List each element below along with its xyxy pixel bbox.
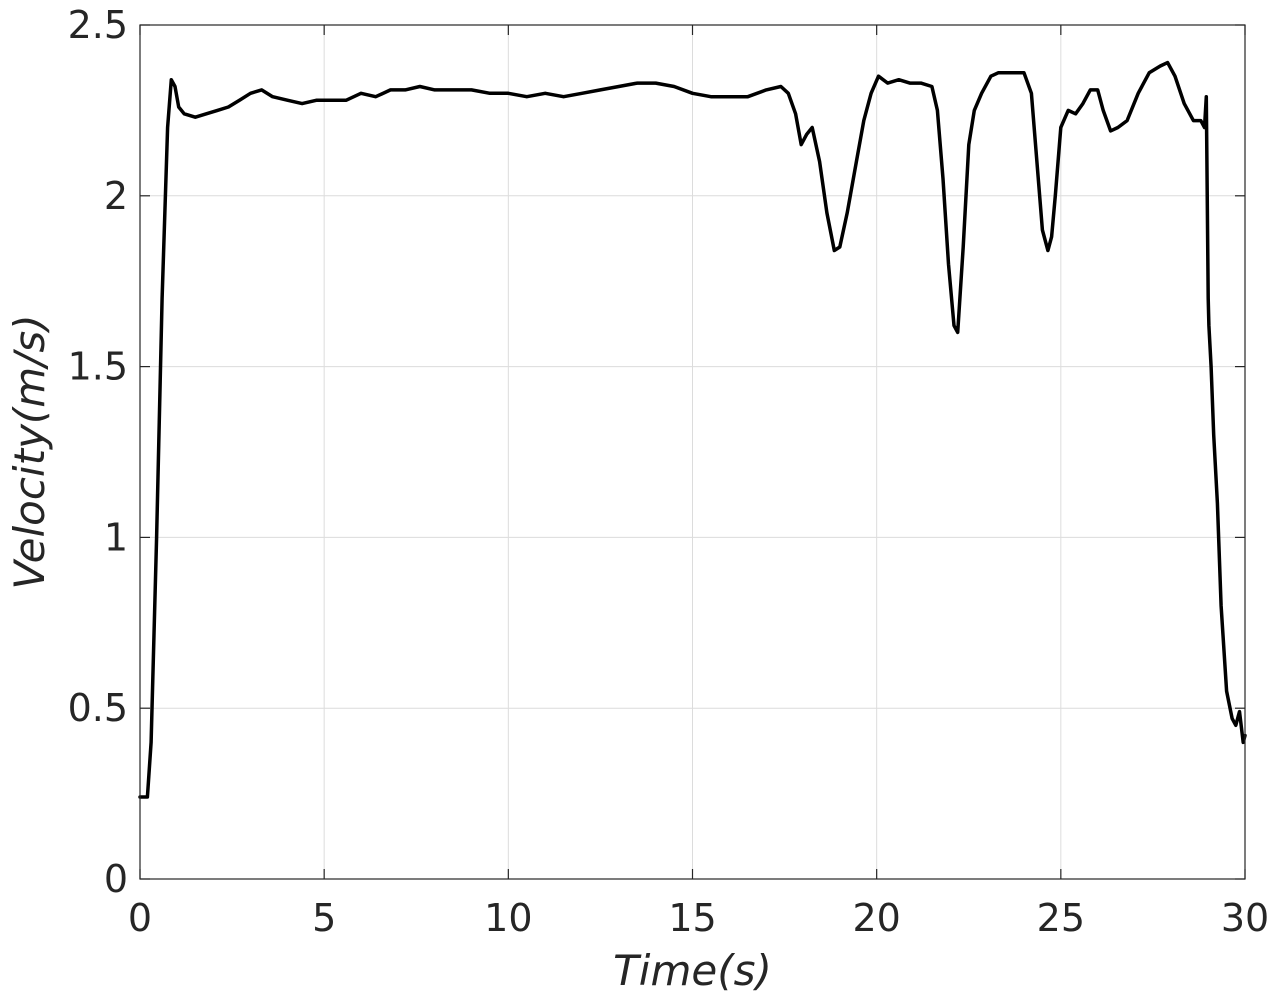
series-line-velocity (138, 60, 1247, 799)
grid (139, 24, 1246, 880)
plot-area-border (139, 24, 1246, 880)
y-tick-label: 1.5 (68, 345, 128, 389)
x-tick-label: 0 (128, 896, 152, 940)
y-tick-label: 0 (104, 857, 128, 901)
x-tick-label: 5 (312, 896, 336, 940)
y-axis-label: Velocity(m/s) (5, 314, 54, 589)
y-tick-label: 1 (104, 515, 128, 559)
x-axis-label: Time(s) (613, 946, 772, 995)
x-tick-label: 30 (1221, 896, 1269, 940)
y-tick-label: 2 (104, 174, 128, 218)
y-tick-label: 0.5 (68, 686, 128, 730)
x-tick-label: 10 (484, 896, 532, 940)
x-tick-labels: 0 5 10 15 20 25 30 (128, 896, 1269, 940)
y-tick-labels: 0 0.5 1 1.5 2 2.5 (68, 3, 128, 901)
x-tick-label: 20 (852, 896, 900, 940)
x-tick-label: 25 (1037, 896, 1085, 940)
x-tick-label: 15 (668, 896, 716, 940)
y-tick-label: 2.5 (68, 3, 128, 47)
